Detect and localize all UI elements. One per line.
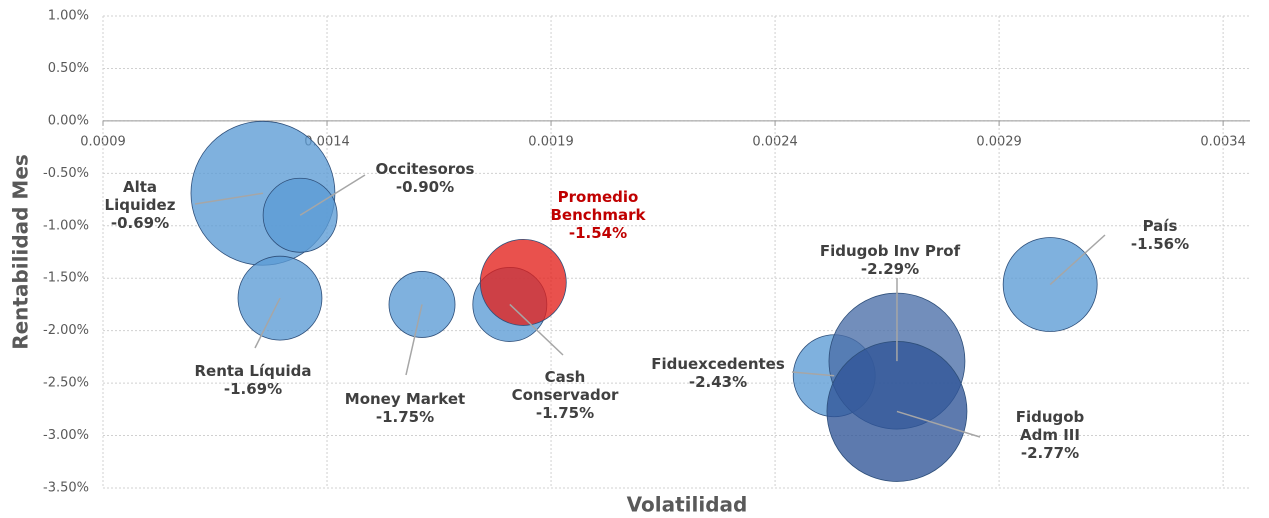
value-label: -2.43% [688,373,748,391]
y-tick-label: 1.00% [48,9,89,24]
y-tick-label: -1.00% [43,218,89,233]
value-label: -2.77% [1020,444,1080,462]
leader-line [1049,234,1106,286]
data-label: Fidugob Adm III -2.77% [995,408,1105,462]
x-axis-title: Volatilidad [627,493,748,517]
bubble-name: Cash Conservador [511,368,619,404]
y-tick-label: -2.50% [43,376,89,391]
value-label: -1.75% [535,404,595,422]
leader-line [896,410,981,438]
bubble-name: Fidugob Adm III [1015,408,1085,444]
data-label: Alta Liquidez -0.69% [95,178,185,232]
data-label: Fiduexcedentes -2.43% [643,355,793,391]
y-tick-label: 0.00% [48,113,89,128]
bubble-name: Renta Líquida [194,362,312,380]
bubble-name: Alta Liquidez [104,178,176,214]
data-label: País -1.56% [1120,217,1200,253]
leader-line [405,304,423,376]
bubble-name: Fidugob Inv Prof [819,242,961,260]
value-label: -0.69% [110,214,170,232]
bubble [388,271,456,338]
value-label: -1.69% [223,380,283,398]
value-label: -0.90% [395,178,455,196]
leader-line [299,174,366,216]
value-label: -1.75% [375,408,435,426]
y-tick-label: -1.50% [43,271,89,286]
data-label: Renta Líquida -1.69% [183,362,323,398]
bubble-name: Fiduexcedentes [651,355,785,373]
bubble [479,239,567,326]
y-tick-label: -3.00% [43,428,89,443]
y-tick-label: -0.50% [43,166,89,181]
bubble-name: Money Market [344,390,466,408]
y-axis-title: Rentabilidad Mes [9,154,33,350]
y-tick-label: -2.00% [43,323,89,338]
leader-line [194,192,264,205]
value-label: -1.54% [568,224,628,242]
value-label: -2.29% [860,260,920,278]
data-label: Occitesoros -0.90% [365,160,485,196]
leader-line [791,371,835,377]
y-tick-label: -3.50% [43,481,89,496]
leader-line [254,297,281,349]
bubble [262,177,338,253]
data-label: Fidugob Inv Prof -2.29% [805,242,975,278]
data-label: Cash Conservador -1.75% [510,368,620,422]
data-label: Promedio Benchmark -1.54% [543,188,653,242]
bubble-name: Promedio Benchmark [550,188,646,224]
y-tick-label: 0.50% [48,61,89,76]
data-label: Money Market -1.75% [335,390,475,426]
bubble-name: Occitesoros [375,160,475,178]
leader-line [509,303,564,356]
bubble-name: País [1142,217,1178,235]
value-label: -1.56% [1130,235,1190,253]
